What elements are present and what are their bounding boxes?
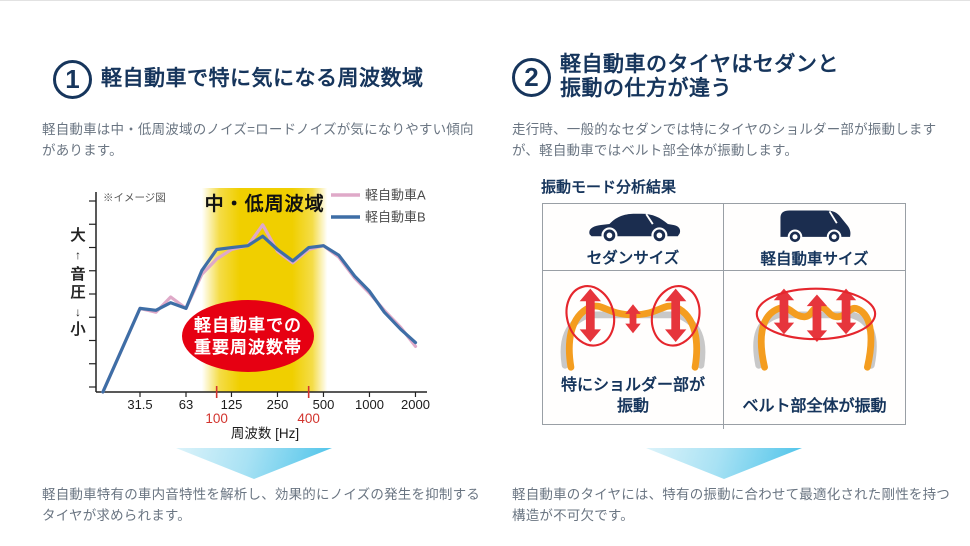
callout-ellipse — [182, 300, 314, 372]
x-tick-label-red: 400 — [297, 411, 320, 426]
x-tick-label: 2000 — [401, 397, 430, 412]
belt-vibration-arrow-icon — [773, 288, 794, 335]
kei-tire-vibration-diagram — [752, 287, 877, 371]
y-axis-title-char: 小 — [70, 321, 85, 338]
x-tick-label: 500 — [313, 397, 335, 412]
kei-vibration-caption: ベルト部全体が振動 — [742, 398, 887, 416]
x-tick-label: 125 — [221, 397, 243, 412]
series-line — [101, 234, 418, 394]
belt-vibration-arrow-icon — [835, 288, 856, 335]
frequency-noise-chart: 軽自動車での 重要周波数帯 軽自動車A 軽自動車B 中・低周波域 31.5 63 125 2… — [65, 184, 465, 444]
down-arrow-icon — [176, 448, 332, 479]
section-1-number-badge: 1 — [53, 60, 92, 99]
vibration-mode-table: セダンサイズ 軽自動車サイズ 特にショル — [542, 203, 906, 430]
callout-text-line-2: 重要周波数帯 — [194, 337, 302, 357]
sedan-size-label: セダンサイズ — [586, 250, 680, 267]
center-vibration-arrow-icon — [625, 304, 641, 334]
section-2-title-line-2: 振動の仕方が違う — [560, 77, 732, 101]
section-2-title: 軽自動車のタイヤはセダンと 振動の仕方が違う — [560, 53, 839, 102]
section-2-intro-text: 走行時、一般的なセダンでは特にタイヤのショルダー部が振動しますが、軽自動車ではベ… — [512, 122, 937, 159]
kei-vibration-cell: ベルト部全体が振動 — [724, 271, 905, 429]
sedan-header-cell: セダンサイズ — [543, 204, 724, 271]
x-tick-label: 250 — [267, 397, 289, 412]
section-2-number: 2 — [524, 61, 539, 92]
section-1-heading: 1 軽自動車で特に気になる周波数域 — [53, 60, 424, 99]
section-1-title: 軽自動車で特に気になる周波数域 — [101, 67, 424, 91]
y-axis-title-char: 圧 — [70, 284, 85, 301]
sedan-vibration-caption: 特にショルダー部が 振動 — [560, 377, 705, 416]
y-axis-title-char: ↑ — [75, 248, 81, 262]
belt-vibration-arrow-icon — [806, 294, 827, 343]
shoulder-highlight-ellipse — [650, 285, 701, 347]
y-axis-title-char: 大 — [70, 226, 85, 244]
chart-legend: 軽自動車A 軽自動車B — [331, 188, 426, 225]
x-axis-title: 周波数 [Hz] — [231, 426, 299, 441]
section-2-number-badge: 2 — [512, 57, 551, 97]
legend-label: 軽自動車A — [365, 188, 426, 203]
x-tick-label: 63 — [179, 397, 193, 412]
x-tick-label: 1000 — [355, 397, 384, 412]
kei-car-header-cell: 軽自動車サイズ — [724, 204, 905, 271]
shoulder-highlight-ellipse — [565, 285, 616, 347]
band-label: 中・低周波域 — [205, 192, 325, 215]
x-tick-label-red: 100 — [205, 411, 228, 426]
kei-car-size-label: 軽自動車サイズ — [760, 251, 869, 268]
sedan-vibration-cell: 特にショルダー部が 振動 — [543, 271, 724, 430]
section-1-intro-text: 軽自動車は中・低周波域のノイズ=ロードノイズが気になりやすい傾向があります。 — [42, 122, 474, 159]
down-arrow-icon — [646, 448, 802, 479]
sedan-car-icon — [589, 213, 681, 244]
shoulder-vibration-arrow-icon — [579, 288, 601, 343]
y-axis-title-char: 音 — [70, 265, 85, 283]
x-tick-label: 31.5 — [127, 397, 152, 412]
kei-car-icon — [779, 210, 850, 245]
section-1-conclusion-text: 軽自動車特有の車内音特性を解析し、効果的にノイズの発生を抑制するタイヤが求められ… — [42, 487, 480, 524]
image-note: ※イメージ図 — [103, 192, 166, 204]
section-1-number: 1 — [65, 64, 80, 94]
callout-text-line-1: 軽自動車での — [194, 315, 302, 335]
vibration-analysis-title: 振動モード分析結果 — [541, 179, 677, 196]
section-2-heading: 2 軽自動車のタイヤはセダンと 振動の仕方が違う — [512, 53, 839, 102]
section-2-title-line-1: 軽自動車のタイヤはセダンと — [560, 53, 839, 76]
chart-axes — [89, 192, 427, 398]
sedan-tire-vibration-diagram — [560, 285, 706, 371]
belt-highlight-ellipse — [755, 287, 876, 341]
y-axis-title-char: ↓ — [75, 305, 81, 319]
legend-label: 軽自動車B — [365, 210, 426, 225]
shoulder-vibration-arrow-icon — [665, 288, 687, 343]
chart-series-lines — [101, 223, 418, 394]
section-2-conclusion-text: 軽自動車のタイヤには、特有の振動に合わせて最適化された剛性を持つ構造が不可欠です… — [512, 487, 950, 524]
